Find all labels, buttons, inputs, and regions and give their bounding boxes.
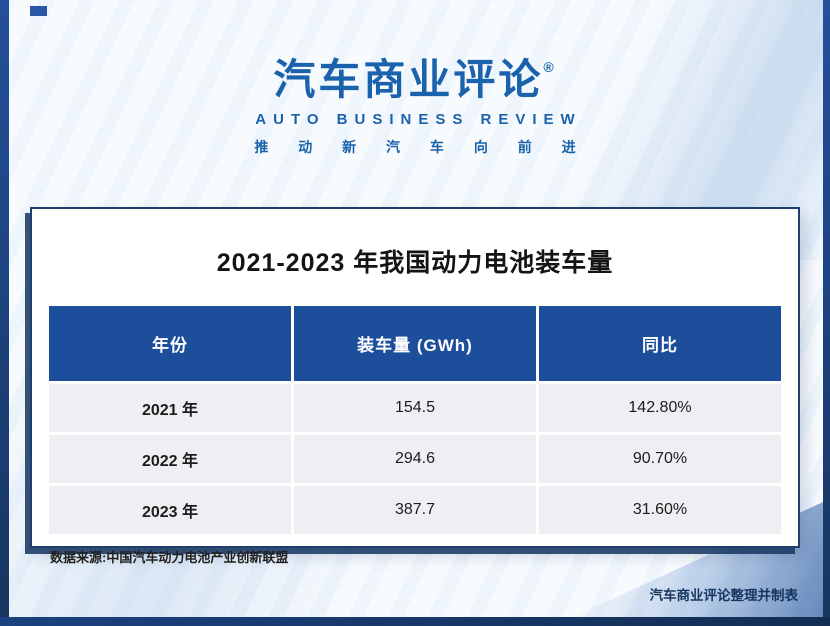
cell-yoy: 31.60% [539, 486, 781, 534]
column-header-yoy: 同比 [539, 306, 781, 381]
cell-year: 2021 年 [49, 384, 291, 432]
table-row: 2022 年 294.6 90.70% [49, 435, 781, 483]
battery-installation-table: 年份 装车量 (GWh) 同比 2021 年 154.5 142.80% 202… [46, 303, 784, 537]
brand-tagline: 推 动 新 汽 车 向 前 进 [254, 139, 589, 156]
registered-mark: ® [543, 59, 557, 75]
card-title: 2021-2023 年我国动力电池装车量 [216, 249, 614, 277]
brand-logo: 汽车商业评论® [0, 58, 830, 104]
cell-installed: 387.7 [294, 486, 536, 534]
table-row: 2021 年 154.5 142.80% [49, 384, 781, 432]
brand-logo-text: 汽车商业评论 [273, 58, 544, 104]
bottom-edge-bar [0, 617, 830, 626]
cell-installed: 154.5 [294, 384, 536, 432]
right-edge-bar [823, 0, 830, 626]
left-edge-bar [0, 0, 9, 626]
column-header-year: 年份 [49, 306, 291, 381]
brand-header: 汽车商业评论® AUTO BUSINESS REVIEW 推 动 新 汽 车 向… [0, 58, 830, 157]
table-header-row: 年份 装车量 (GWh) 同比 [49, 306, 781, 381]
cell-yoy: 142.80% [539, 384, 781, 432]
top-left-corner-mark [30, 6, 47, 16]
column-header-installed-gwh: 装车量 (GWh) [294, 306, 536, 381]
brand-logo-subtitle: AUTO BUSINESS REVIEW [255, 111, 582, 129]
data-card: 2021-2023 年我国动力电池装车量 年份 装车量 (GWh) 同比 202… [30, 207, 800, 565]
cell-year: 2023 年 [49, 486, 291, 534]
cell-yoy: 90.70% [539, 435, 781, 483]
credit-note: 汽车商业评论整理并制表 [649, 588, 799, 603]
cell-installed: 294.6 [294, 435, 536, 483]
cell-year: 2022 年 [49, 435, 291, 483]
table-row: 2023 年 387.7 31.60% [49, 486, 781, 534]
source-note: 数据来源:中国汽车动力电池产业创新联盟 [50, 550, 289, 565]
